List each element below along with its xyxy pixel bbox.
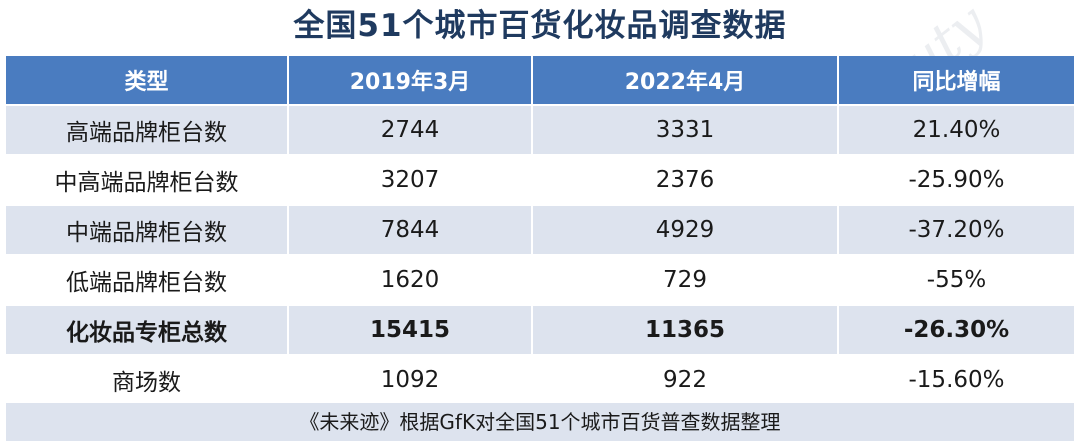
cell-2019: 1092: [288, 354, 533, 404]
cell-2022: 922: [532, 354, 839, 404]
table-header-row: 类型 2019年3月 2022年4月 同比增幅: [6, 56, 1074, 105]
cell-type: 化妆品专柜总数: [6, 304, 289, 355]
data-table: 类型 2019年3月 2022年4月 同比增幅 高端品牌柜台数 2744 333…: [6, 56, 1074, 404]
cell-type: 中端品牌柜台数: [6, 204, 289, 255]
table-row: 低端品牌柜台数 1620 729 -55%: [6, 254, 1074, 305]
cell-growth: -37.20%: [838, 204, 1074, 255]
cell-2022: 2376: [532, 154, 839, 205]
cell-2019: 2744: [288, 104, 533, 155]
cell-type: 中高端品牌柜台数: [6, 154, 289, 205]
table-row-total: 化妆品专柜总数 15415 11365 -26.30%: [6, 304, 1074, 355]
cell-2019: 7844: [288, 204, 533, 255]
cell-2019: 1620: [288, 254, 533, 305]
cell-growth: -25.90%: [838, 154, 1074, 205]
header-2019: 2019年3月: [288, 56, 533, 105]
cell-2022: 729: [532, 254, 839, 305]
table-row: 高端品牌柜台数 2744 3331 21.40%: [6, 104, 1074, 155]
cell-type: 高端品牌柜台数: [6, 104, 289, 155]
table-row: 中高端品牌柜台数 3207 2376 -25.90%: [6, 154, 1074, 205]
header-growth: 同比增幅: [838, 56, 1074, 105]
cell-growth: 21.40%: [838, 104, 1074, 155]
cell-2022: 4929: [532, 204, 839, 255]
header-type: 类型: [6, 56, 289, 105]
cell-2022: 3331: [532, 104, 839, 155]
cell-2019: 3207: [288, 154, 533, 205]
page-title: 全国51个城市百货化妆品调查数据: [293, 8, 787, 44]
cell-growth: -55%: [838, 254, 1074, 305]
header-2022: 2022年4月: [532, 56, 839, 105]
cell-type: 商场数: [6, 354, 289, 404]
table-row: 中端品牌柜台数 7844 4929 -37.20%: [6, 204, 1074, 255]
cell-2022: 11365: [532, 304, 839, 355]
table-row: 商场数 1092 922 -15.60%: [6, 354, 1074, 404]
cell-2019: 15415: [288, 304, 533, 355]
cell-type: 低端品牌柜台数: [6, 254, 289, 305]
source-note: 《未来迹》根据GfK对全国51个城市百货普查数据整理: [6, 403, 1074, 441]
cell-growth: -26.30%: [838, 304, 1074, 355]
cell-growth: -15.60%: [838, 354, 1074, 404]
